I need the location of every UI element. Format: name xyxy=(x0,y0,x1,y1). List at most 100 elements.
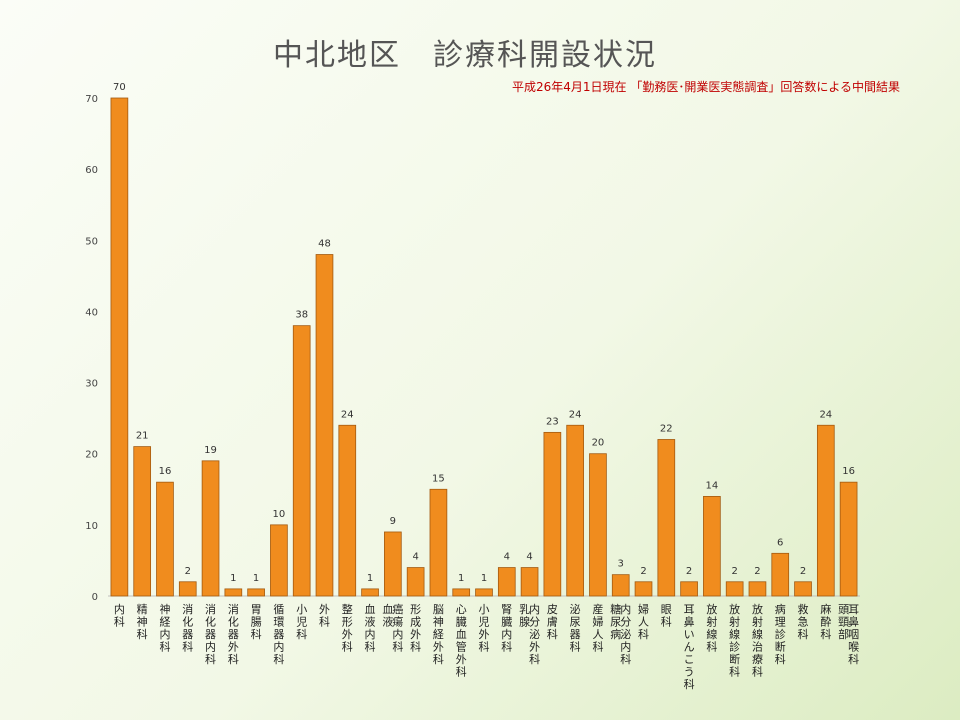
y-tick-label: 60 xyxy=(85,165,98,176)
x-tick-label: 精神科 xyxy=(137,603,148,641)
x-tick-label-text: 癌瘍内科 xyxy=(392,602,403,654)
x-tick-label-text: 血液 xyxy=(382,602,393,629)
data-label: 2 xyxy=(640,566,646,577)
bar xyxy=(794,581,812,597)
x-tick-label: 外科 xyxy=(319,603,330,629)
bar xyxy=(338,424,357,597)
x-tick-label-text: 外科 xyxy=(319,603,330,629)
y-tick-label: 30 xyxy=(85,379,98,390)
bar xyxy=(748,581,767,597)
bar xyxy=(406,567,425,597)
x-tick-label-text: 皮膚科 xyxy=(547,603,558,641)
data-label: 2 xyxy=(754,566,760,577)
data-label: 2 xyxy=(800,566,806,577)
bar xyxy=(292,325,311,597)
x-tick-label: 腎臓内科 xyxy=(501,603,512,654)
x-tick-label-text: 泌尿器科 xyxy=(570,603,581,654)
data-label: 1 xyxy=(458,573,464,584)
x-tick-label-text: 婦人科 xyxy=(638,602,649,641)
y-tick-label: 0 xyxy=(92,592,98,603)
x-tick-label-text: 救急科 xyxy=(798,602,809,641)
x-tick-label-text: 循環器内科 xyxy=(273,603,284,666)
data-label: 70 xyxy=(113,82,126,93)
bar xyxy=(156,481,174,597)
x-tick-label-text: 形成外科 xyxy=(410,603,421,654)
data-label: 1 xyxy=(481,573,487,584)
x-tick-label-text: 産婦人科 xyxy=(592,603,603,654)
y-tick-label: 10 xyxy=(85,521,98,532)
x-tick-label: 放射線科 xyxy=(706,602,717,654)
data-label: 6 xyxy=(777,537,783,548)
data-label: 24 xyxy=(569,409,582,420)
data-label: 16 xyxy=(842,466,855,477)
x-tick-label-text: 放射線科 xyxy=(706,602,717,654)
x-tick-label-text: 頭頸部 xyxy=(838,603,849,641)
bar xyxy=(133,446,152,597)
x-tick-label-text: 耳鼻いんこう科 xyxy=(684,603,695,691)
bar xyxy=(497,567,516,597)
data-label: 48 xyxy=(318,239,331,250)
bar xyxy=(725,581,744,597)
x-tick-label: 内科 xyxy=(114,602,125,629)
x-tick-label: 救急科 xyxy=(798,602,809,641)
data-label: 4 xyxy=(412,552,418,563)
x-tick-label: 消化器外科 xyxy=(228,602,239,666)
bar xyxy=(475,588,493,597)
bar xyxy=(611,574,630,597)
data-label: 15 xyxy=(432,473,445,484)
data-label: 23 xyxy=(546,416,559,427)
x-tick-label-text: 整形外科 xyxy=(342,602,353,654)
x-tick-label-text: 放射線診断科 xyxy=(729,602,740,679)
x-tick-label-text: 消化器科 xyxy=(182,602,193,654)
chart-title: 中北地区 診療科開設状況 xyxy=(273,38,657,73)
data-label: 22 xyxy=(660,423,673,434)
x-tick-label: 神経内科 xyxy=(159,602,170,654)
x-tick-label-text: 腎臓内科 xyxy=(501,603,512,654)
x-tick-label-text: 胃腸科 xyxy=(251,603,262,641)
x-tick-label: 心臓血管外科 xyxy=(456,603,467,679)
x-tick-label-text: 消化器外科 xyxy=(228,602,239,666)
bar xyxy=(703,495,721,597)
bar xyxy=(657,439,676,597)
x-tick-label: 病理診断科 xyxy=(775,602,786,666)
bar xyxy=(589,453,607,597)
bar xyxy=(110,97,129,597)
x-tick-label-text: 放射線治療科 xyxy=(752,602,763,679)
x-tick-label: 麻酔科 xyxy=(820,602,831,641)
x-tick-label-text: 脳神経外科 xyxy=(433,603,444,666)
data-label: 20 xyxy=(592,438,605,449)
data-label: 1 xyxy=(367,573,373,584)
y-tick-label: 70 xyxy=(85,94,98,105)
x-tick-label: 消化器内科 xyxy=(205,602,216,666)
x-tick-label: 放射線診断科 xyxy=(729,602,740,679)
bar xyxy=(384,531,402,597)
x-tick-label: 血液内科 xyxy=(365,602,376,654)
x-tick-label-text: 精神科 xyxy=(137,603,148,641)
x-tick-label: 皮膚科 xyxy=(547,603,558,641)
y-tick-label: 20 xyxy=(85,450,98,461)
x-tick-label: 泌尿器科 xyxy=(570,603,581,654)
x-tick-label: 小児科 xyxy=(296,603,307,641)
x-tick-label-text: 糖尿病 xyxy=(610,602,621,641)
x-tick-label-text: 小児科 xyxy=(296,603,307,641)
data-label: 10 xyxy=(273,509,286,520)
data-label: 2 xyxy=(731,566,737,577)
y-tick-label: 40 xyxy=(85,307,98,318)
bar xyxy=(201,460,220,597)
data-label: 2 xyxy=(185,566,191,577)
chart-subtitle: 平成26年4月1日現在 「勤務医･開業医実態調査」回答数による中間結果 xyxy=(512,80,900,94)
bar xyxy=(178,581,197,597)
bar xyxy=(634,581,653,597)
bar xyxy=(816,424,835,597)
x-tick-label-text: 内分泌外科 xyxy=(529,602,540,666)
x-tick-label-text: 乳腺 xyxy=(519,603,530,629)
x-tick-label-text: 小児外科 xyxy=(479,603,490,654)
bar xyxy=(270,524,288,597)
data-label: 19 xyxy=(204,445,217,456)
data-label: 24 xyxy=(819,409,832,420)
bar xyxy=(452,588,471,597)
data-label: 1 xyxy=(230,573,236,584)
x-tick-label-text: 耳鼻咽喉科 xyxy=(848,603,859,666)
